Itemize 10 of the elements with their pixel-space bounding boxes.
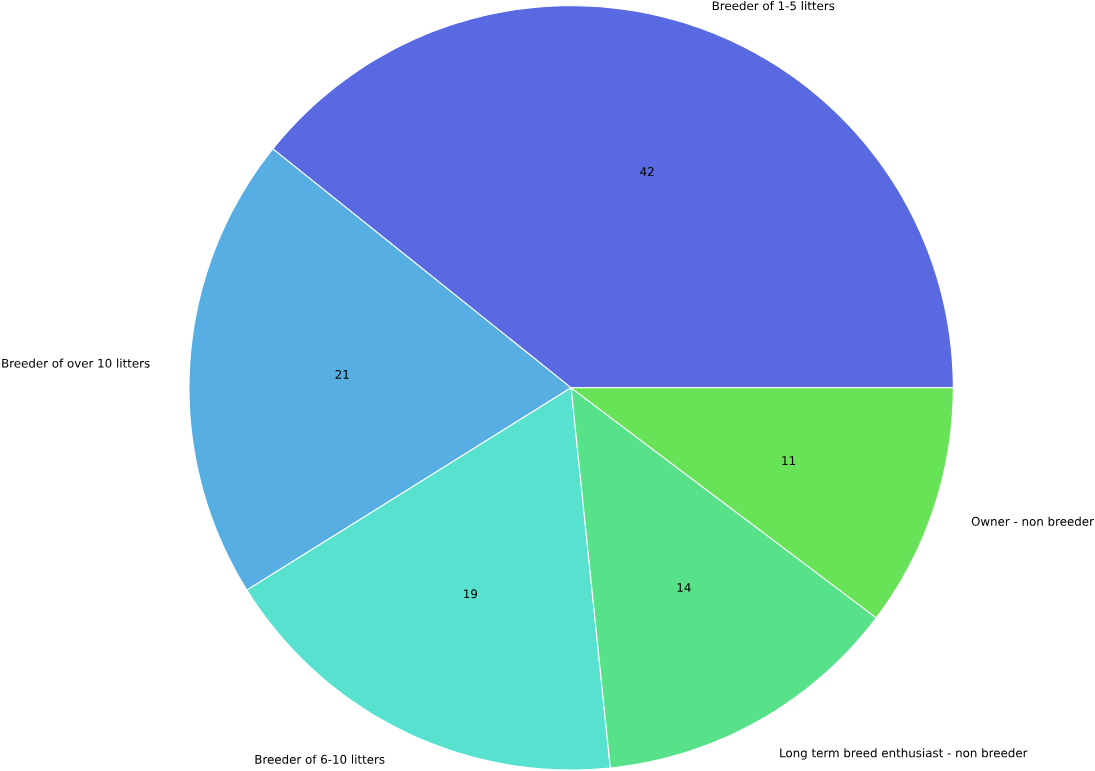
slice-label: Breeder of over 10 litters	[2, 358, 150, 368]
data-label: 21	[335, 370, 349, 379]
slice-label: Breeder of 1-5 litters	[712, 1, 835, 11]
slice-label: Owner - non breeder	[971, 516, 1094, 527]
data-label: 11	[782, 456, 796, 466]
slice-label: Breeder of 6-10 litters	[255, 754, 385, 765]
data-label: 19	[464, 589, 478, 599]
slice-label: Long term breed enthusiast - non breeder	[780, 748, 1028, 760]
data-label: 42	[640, 167, 654, 177]
data-label: 14	[677, 583, 691, 593]
